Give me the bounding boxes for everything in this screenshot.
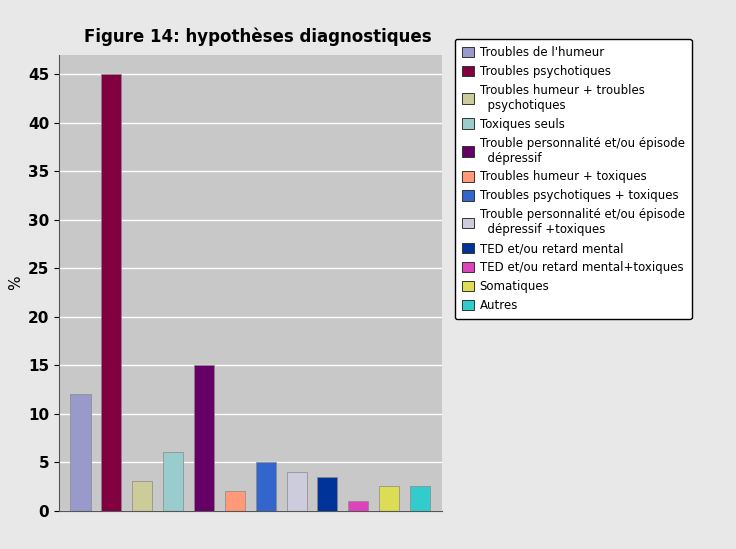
- Text: Figure 14: hypothèses diagnostiques: Figure 14: hypothèses diagnostiques: [84, 27, 431, 46]
- Bar: [163, 452, 183, 511]
- Bar: [379, 486, 399, 511]
- Bar: [102, 74, 121, 511]
- Bar: [224, 491, 245, 511]
- Legend: Troubles de l'humeur, Troubles psychotiques, Troubles humeur + troubles
  psycho: Troubles de l'humeur, Troubles psychotiq…: [455, 39, 692, 319]
- Bar: [410, 486, 430, 511]
- Bar: [348, 501, 368, 511]
- Bar: [71, 394, 91, 511]
- Bar: [132, 481, 152, 511]
- Bar: [317, 477, 337, 511]
- Bar: [255, 462, 276, 511]
- Y-axis label: %: %: [9, 276, 24, 290]
- Bar: [194, 365, 214, 511]
- Bar: [286, 472, 307, 511]
